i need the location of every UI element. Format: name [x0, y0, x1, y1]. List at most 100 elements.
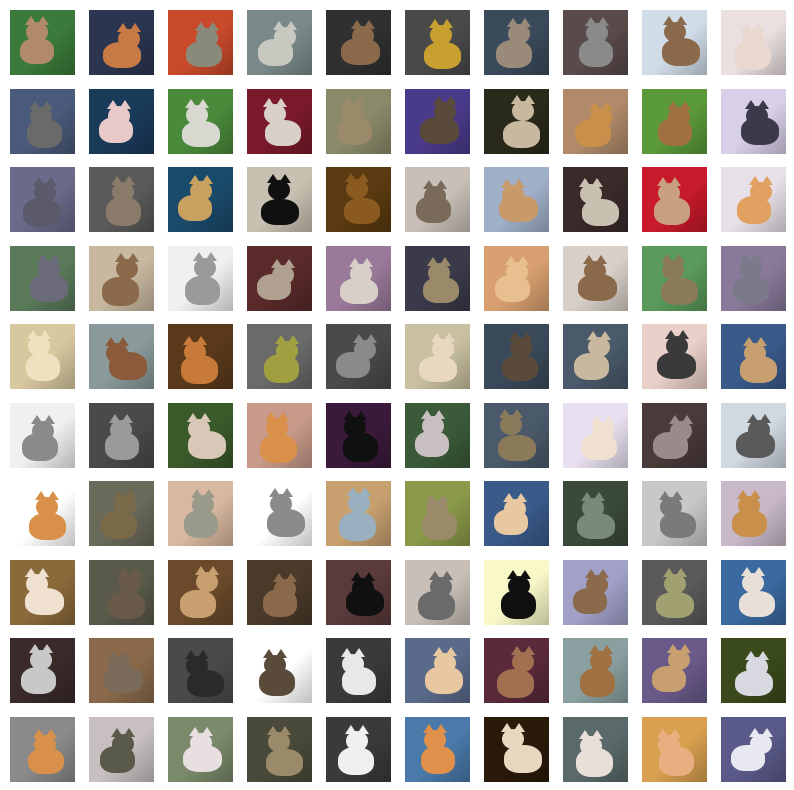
cat-thumbnail — [484, 324, 549, 389]
cat-ear — [357, 173, 369, 182]
cat-head — [424, 730, 446, 750]
cat-head — [584, 261, 606, 281]
cat-body — [496, 40, 532, 68]
cat-ear — [283, 259, 295, 268]
cat-head — [192, 495, 214, 515]
cat-head — [274, 27, 296, 47]
cat-head — [26, 574, 48, 594]
cat-ear — [31, 415, 43, 424]
cat-ear — [591, 730, 603, 739]
cat-thumbnail — [10, 324, 75, 389]
cat-body — [504, 745, 542, 773]
cat-thumbnail — [642, 638, 707, 703]
cat-body — [180, 590, 216, 618]
cat-ear — [669, 729, 681, 738]
cat-ear — [673, 254, 685, 263]
cat-thumbnail — [247, 89, 312, 154]
cat-head — [116, 259, 138, 279]
cat-ear — [353, 334, 365, 343]
cat-ear — [285, 21, 297, 30]
cat-ear — [505, 256, 517, 265]
cat-head — [658, 183, 680, 203]
cat-thumbnail — [326, 717, 391, 782]
cat-ear — [29, 101, 41, 110]
cat-ear — [681, 415, 693, 424]
cat-head — [662, 260, 684, 280]
cat-thumbnail — [721, 403, 786, 468]
cat-thumbnail — [168, 167, 233, 232]
cat-ear — [587, 331, 599, 340]
cat-head — [500, 415, 522, 435]
cat-ear — [287, 335, 299, 344]
cat-ear — [679, 644, 691, 653]
cat-body — [739, 591, 775, 617]
cat-ear — [601, 102, 613, 111]
cat-head — [590, 651, 612, 671]
cat-ear — [185, 650, 197, 659]
cat-thumbnail — [721, 10, 786, 75]
cat-ear — [585, 569, 597, 578]
cat-thumbnail — [326, 246, 391, 311]
cat-ear — [757, 100, 769, 109]
cat-ear — [761, 728, 773, 737]
cat-ear — [603, 416, 615, 425]
cat-thumbnail — [721, 324, 786, 389]
cat-body — [108, 592, 145, 619]
cat-ear — [189, 727, 201, 736]
cat-ear — [351, 572, 363, 581]
cat-body — [580, 668, 615, 697]
cat-thumbnail — [642, 167, 707, 232]
cat-head — [510, 338, 532, 358]
cat-ear — [597, 17, 609, 26]
cat-head — [508, 24, 530, 44]
cat-thumbnail — [168, 560, 233, 625]
cat-ear — [433, 96, 445, 105]
cat-ear — [107, 100, 119, 109]
cat-ear — [365, 334, 377, 343]
cat-head — [502, 729, 524, 749]
cat-ear — [443, 333, 455, 342]
cat-head — [750, 734, 772, 754]
cat-thumbnail — [405, 717, 470, 782]
cat-ear — [521, 332, 533, 341]
cat-ear — [663, 16, 675, 25]
cat-body — [656, 592, 694, 618]
cat-thumbnail — [10, 638, 75, 703]
cat-body — [20, 38, 54, 64]
cat-head — [30, 650, 52, 670]
cat-ear — [105, 337, 117, 346]
cat-body — [265, 120, 301, 146]
cat-thumbnail — [168, 717, 233, 782]
thumbnail-background — [484, 167, 549, 232]
cat-thumbnail — [247, 481, 312, 546]
cat-thumbnail — [168, 481, 233, 546]
cat-ear — [509, 332, 521, 341]
cat-ear — [429, 571, 441, 580]
cat-head — [38, 260, 60, 280]
cat-thumbnail — [484, 481, 549, 546]
cat-thumbnail — [642, 481, 707, 546]
cat-head — [268, 732, 290, 752]
cat-ear — [113, 490, 125, 499]
cat-ear — [343, 411, 355, 420]
cat-head — [664, 574, 686, 594]
cat-ear — [359, 487, 371, 496]
cat-head — [432, 339, 454, 359]
cat-head — [352, 578, 374, 598]
cat-ear — [425, 494, 437, 503]
cat-head — [426, 500, 448, 520]
cat-thumbnail — [563, 560, 628, 625]
cat-thumbnail — [405, 89, 470, 154]
cat-head — [430, 577, 452, 597]
thumbnail-background — [89, 89, 154, 154]
cat-ear — [195, 566, 207, 575]
cat-head — [264, 104, 286, 124]
cat-ear — [111, 176, 123, 185]
cat-thumbnail — [642, 324, 707, 389]
cat-ear — [207, 22, 219, 31]
cat-body — [574, 353, 609, 380]
cat-thumbnail — [721, 246, 786, 311]
cat-thumbnail — [642, 89, 707, 154]
cat-ear — [207, 566, 219, 575]
cat-head — [580, 184, 602, 204]
